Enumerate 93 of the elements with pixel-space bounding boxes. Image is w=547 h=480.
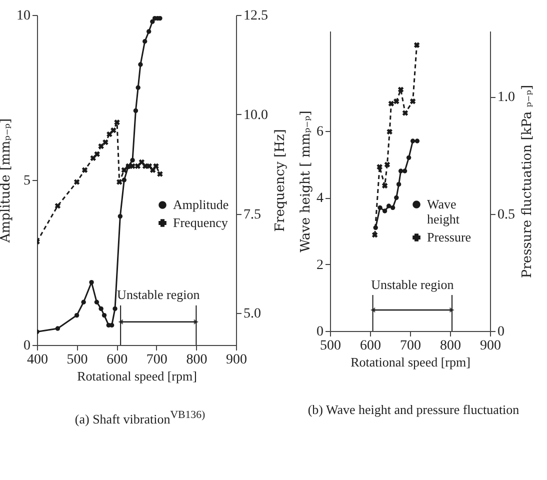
- y2-axis-title: Frequency [Hz]: [273, 129, 288, 232]
- y-axis-title: Wave height [ mmₚ₋ₚ]: [298, 110, 314, 252]
- point: [98, 306, 104, 312]
- y-tick-label: 10: [16, 8, 30, 24]
- point: [150, 167, 156, 173]
- y2-tick-label: 1.0: [498, 90, 515, 106]
- legend-label: Pressure: [427, 230, 472, 244]
- point: [382, 182, 388, 189]
- point: [102, 312, 107, 318]
- point: [410, 98, 416, 104]
- point: [116, 179, 122, 185]
- legend-label: Amplitude: [173, 197, 229, 212]
- y-tick-label: 5: [24, 174, 30, 188]
- y-tick-label: 0: [24, 338, 30, 354]
- y-tick-label: 2: [316, 258, 324, 273]
- point: [118, 214, 123, 219]
- point: [414, 42, 420, 48]
- text: (b) Wave height and pressure fluctuation: [308, 402, 520, 418]
- point: [142, 39, 148, 44]
- point: [390, 205, 396, 210]
- x-tick-label: 400: [27, 352, 48, 368]
- annotation: Unstable region: [371, 277, 454, 292]
- point: [402, 168, 408, 174]
- point: [150, 19, 155, 24]
- point: [382, 208, 388, 214]
- point: [384, 162, 390, 168]
- x-tick-label: 500: [320, 338, 341, 354]
- y2-tick-label: 7.5: [244, 207, 261, 222]
- x-tick-label: 800: [440, 338, 461, 354]
- point: [55, 326, 60, 331]
- x-tick-label: 600: [106, 352, 128, 368]
- point: [90, 155, 96, 162]
- point: [414, 138, 420, 144]
- y-tick-label: 4: [316, 191, 324, 206]
- text: (a) Shaft vibration$^{VB136)}$: [74, 409, 206, 428]
- point: [54, 202, 61, 209]
- point: [138, 62, 143, 67]
- point: [81, 300, 86, 304]
- point: [133, 108, 138, 114]
- point: [396, 182, 402, 187]
- point: [378, 205, 382, 210]
- annotation: Unstable region: [117, 287, 200, 302]
- x-tick-label: 900: [480, 338, 501, 354]
- point: [153, 163, 159, 169]
- x-tick-label: 600: [360, 338, 381, 354]
- point: [386, 128, 392, 135]
- x-tick-label: 700: [146, 352, 168, 368]
- point: [130, 158, 135, 163]
- point: [82, 167, 88, 173]
- y-tick-label: 0: [316, 324, 324, 340]
- point: [410, 138, 416, 144]
- y2-tick-label: 0: [498, 324, 504, 340]
- point: [398, 86, 404, 92]
- y-tick-label: 6: [316, 124, 324, 140]
- y2-tick-label: 12.5: [244, 8, 268, 24]
- point: [146, 29, 152, 34]
- y2-tick-label: 0.5: [498, 207, 515, 222]
- x-tick-label: 700: [400, 338, 421, 354]
- point: [394, 195, 399, 200]
- point: [138, 159, 145, 165]
- legend-label: Frequency: [173, 215, 228, 230]
- point: [122, 178, 127, 182]
- point: [376, 164, 382, 170]
- point: [386, 204, 392, 208]
- point: [102, 139, 108, 146]
- point: [94, 300, 100, 304]
- point: [110, 127, 116, 134]
- point: [402, 110, 408, 116]
- x-axis-title: Rotational speed [rpm]: [350, 354, 470, 370]
- point: [89, 280, 94, 285]
- point: [74, 179, 80, 185]
- point: [136, 85, 140, 90]
- point: [394, 98, 400, 104]
- x-tick-label: 500: [66, 352, 88, 368]
- point: [406, 155, 412, 160]
- point: [98, 143, 104, 150]
- point: [94, 151, 100, 158]
- point: [114, 119, 120, 126]
- point: [388, 100, 394, 107]
- point: [134, 163, 141, 169]
- y2-tick-label: 5.0: [244, 306, 261, 322]
- x-axis-title: Rotational speed [rpm]: [77, 368, 197, 384]
- y2-axis-title: Pressure fluctuation [kPa ₚ₋ₚ]: [520, 84, 535, 278]
- point: [112, 306, 118, 312]
- point: [398, 168, 404, 174]
- legend-label: Wave height: [427, 196, 460, 226]
- x-tick-label: 800: [186, 352, 208, 368]
- point: [121, 167, 128, 173]
- y2-tick-label: 10.0: [244, 108, 268, 123]
- point: [157, 171, 163, 177]
- point: [74, 312, 80, 318]
- x-tick-label: 900: [226, 352, 247, 368]
- point: [372, 232, 378, 238]
